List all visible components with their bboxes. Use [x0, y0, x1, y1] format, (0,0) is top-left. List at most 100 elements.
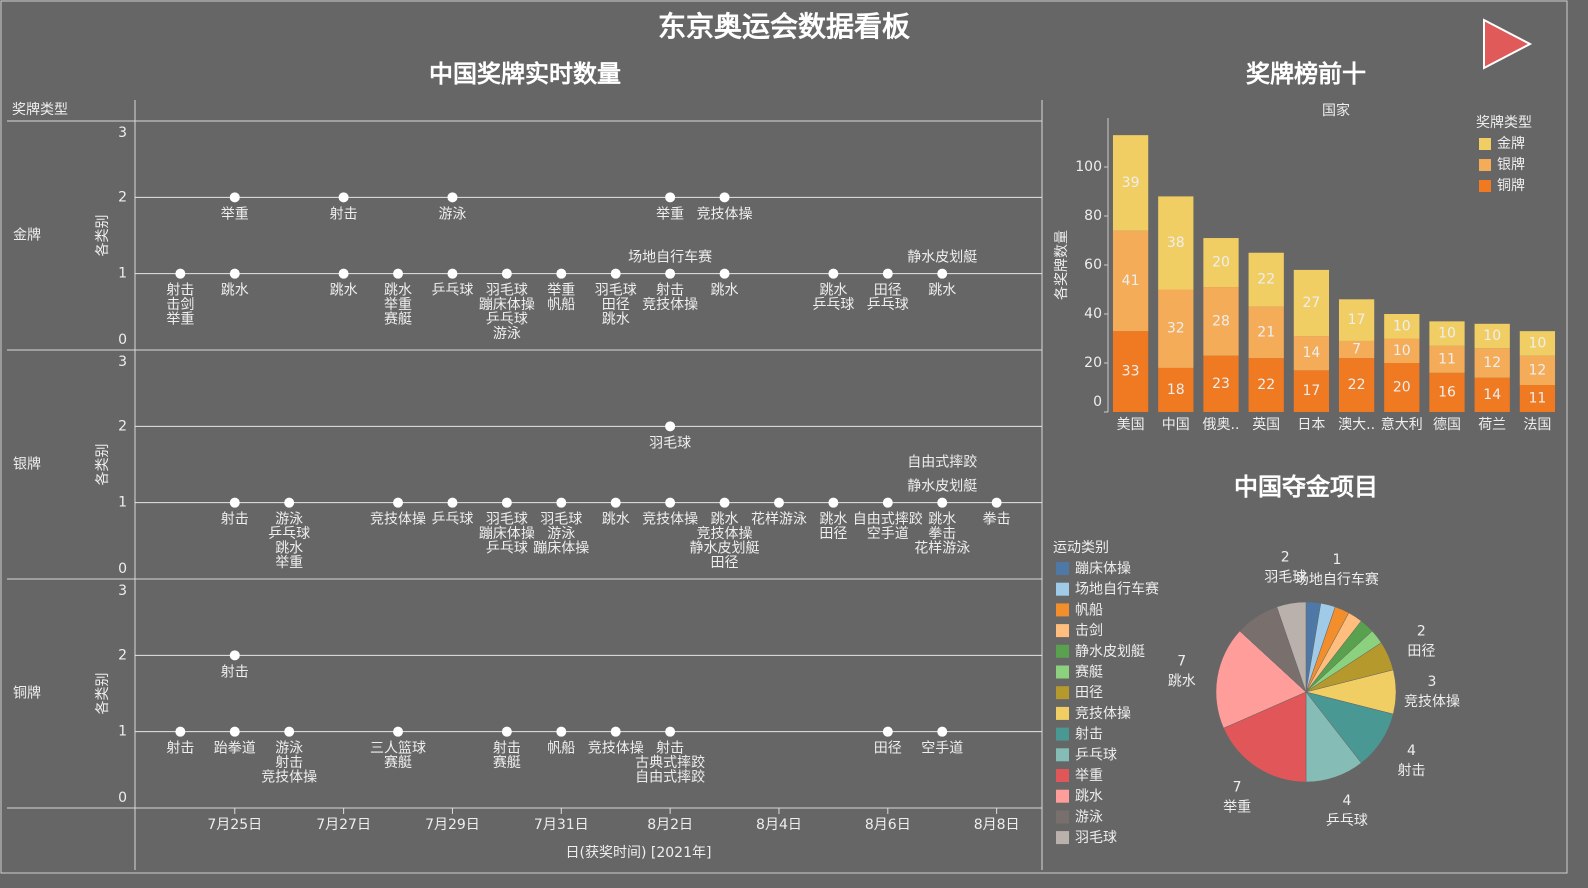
- bar-segment: [1293, 370, 1330, 412]
- legend-swatch: [1056, 810, 1069, 824]
- y-tick-label: 3: [118, 583, 127, 599]
- bar-value-label: 39: [1122, 175, 1140, 191]
- dot-label: 跳水: [602, 312, 630, 328]
- dot-label: 射击: [221, 664, 249, 680]
- bar-value-label: 10: [1528, 335, 1546, 351]
- dot-label: 拳击: [983, 512, 1011, 528]
- row-label: 银牌: [13, 456, 41, 473]
- x-tick-label: 8月8日: [974, 817, 1020, 833]
- dot-label: 跳水: [602, 512, 630, 528]
- bar-value-label: 27: [1302, 295, 1320, 311]
- y-tick-label: 60: [1084, 257, 1102, 273]
- y-tick-label: 1: [118, 724, 127, 740]
- legend-swatch: [1479, 180, 1491, 192]
- dot: [501, 268, 512, 279]
- dot: [665, 497, 676, 508]
- dot: [610, 497, 621, 508]
- dot-label: 竞技体操: [642, 511, 698, 528]
- legend-label: 银牌: [1497, 156, 1525, 173]
- dot-label: 帆船: [547, 297, 575, 313]
- legend-label: 静水皮划艇: [1075, 644, 1145, 660]
- bar-value-label: 32: [1167, 321, 1185, 337]
- x-tick-label: 8月2日: [647, 817, 693, 833]
- bar-segment: [1203, 355, 1239, 412]
- dot: [229, 192, 240, 203]
- y-tick-label: 1: [118, 266, 127, 282]
- dot-label: 古典式摔跤: [635, 754, 705, 771]
- bar-value-label: 22: [1257, 272, 1275, 288]
- dot-label: 跳水: [928, 283, 956, 299]
- slice-value-label: 7: [1233, 779, 1242, 795]
- y-tick-label: 0: [118, 561, 127, 577]
- y-tick-label: 20: [1084, 355, 1102, 371]
- dot-label: 跳水: [275, 541, 303, 557]
- dot-label: 自由式摔跤: [853, 511, 923, 528]
- bar-value-label: 38: [1167, 235, 1185, 251]
- y-tick-label: 2: [118, 189, 127, 205]
- x-tick-label: 8月6日: [865, 817, 911, 833]
- legend-label: 击剑: [1075, 623, 1103, 639]
- dot-label: 田径: [819, 526, 847, 542]
- dot-label: 静水皮划艇: [690, 541, 760, 557]
- dot-label: 乒乓球: [268, 526, 310, 542]
- bar-segment: [1158, 196, 1194, 290]
- play-button[interactable]: [1483, 18, 1533, 70]
- legend-swatch: [1056, 706, 1069, 720]
- y-tick-label: 100: [1075, 159, 1102, 175]
- y-tick-label: 0: [118, 790, 127, 806]
- dot: [828, 268, 839, 279]
- dot: [501, 726, 512, 737]
- legend-swatch: [1056, 769, 1069, 782]
- bar-value-label: 18: [1167, 382, 1185, 398]
- bar-value-label: 10: [1393, 343, 1411, 359]
- dot-label: 赛艇: [384, 755, 412, 771]
- bar-value-label: 22: [1348, 377, 1366, 393]
- bar-segment: [1338, 299, 1375, 341]
- dot: [338, 192, 349, 203]
- y-tick-label: 80: [1084, 208, 1102, 224]
- dot-label: 竞技体操: [370, 511, 426, 528]
- dot-label: 竞技体操: [261, 769, 317, 786]
- dot-label: 赛艇: [384, 312, 412, 328]
- x-tick-label: 德国: [1433, 417, 1461, 433]
- bar-segment: [1158, 367, 1194, 412]
- bar-segment: [1474, 348, 1510, 378]
- dot-label: 射击: [166, 283, 194, 299]
- dot: [882, 268, 893, 279]
- dot-label: 乒乓球: [867, 297, 909, 313]
- slice-value-label: 7: [1177, 653, 1186, 669]
- dot: [556, 726, 567, 737]
- dot: [229, 497, 240, 508]
- slice-value-label: 2: [1281, 550, 1290, 566]
- legend-label: 田径: [1075, 685, 1103, 701]
- bar-segment: [1519, 355, 1556, 386]
- bar-value-label: 20: [1212, 255, 1230, 271]
- dot-label: 射击: [275, 755, 303, 771]
- dot: [665, 268, 676, 279]
- bar-segment: [1203, 238, 1239, 288]
- x-tick-label: 荷兰: [1478, 417, 1506, 433]
- y-axis-label: 各类别: [95, 215, 111, 257]
- pie-slice: [1223, 691, 1307, 783]
- y-tick-label: 2: [118, 418, 127, 434]
- dot: [284, 726, 295, 737]
- bar-segment: [1293, 269, 1330, 337]
- bar-segment: [1112, 230, 1149, 332]
- dot-label: 田径: [874, 283, 902, 299]
- dot: [229, 650, 240, 661]
- dot-label: 射击: [656, 283, 684, 299]
- bar-value-label: 22: [1257, 377, 1275, 393]
- slice-name-label: 乒乓球: [1326, 813, 1368, 829]
- dot-label: 蹦床体操: [479, 297, 535, 313]
- dot-label: 羽毛球: [486, 512, 528, 528]
- dashboard-title: 东京奥运会数据看板: [658, 10, 910, 43]
- slice-name-label: 羽毛球: [1264, 570, 1306, 586]
- legend-swatch: [1056, 686, 1069, 700]
- bar-segment: [1384, 314, 1420, 339]
- dot-label: 场地自行车赛: [628, 249, 712, 266]
- legend-swatch: [1056, 624, 1069, 638]
- slice-value-label: 1: [1332, 552, 1341, 568]
- slice-name-label: 竞技体操: [1404, 693, 1460, 710]
- dot: [229, 268, 240, 279]
